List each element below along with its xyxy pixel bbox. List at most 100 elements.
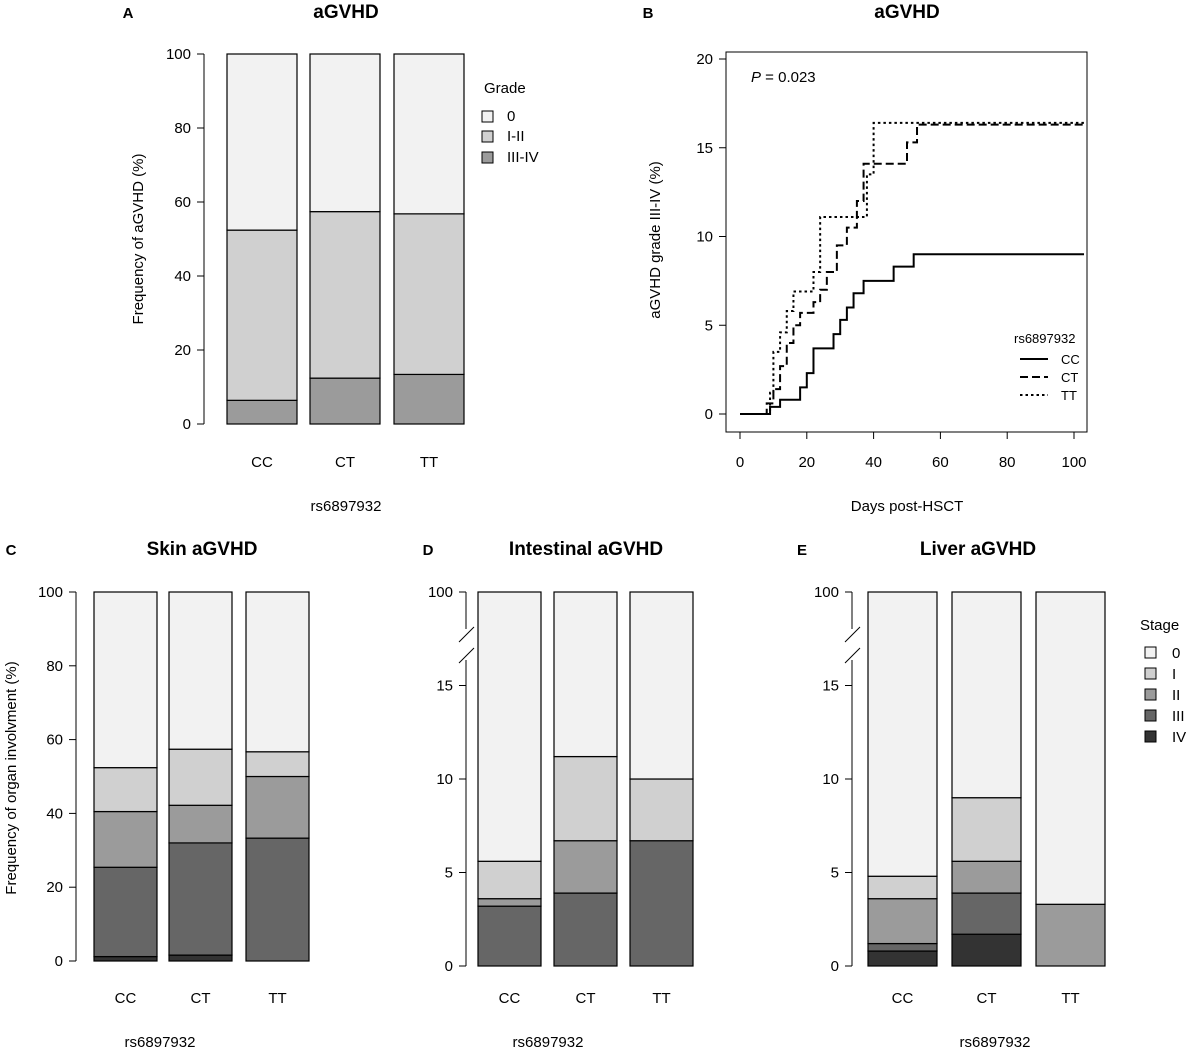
bar-cc-stage-0 [477, 591, 542, 862]
legend-grade-swatch-i-ii [481, 130, 494, 143]
legend-grade-swatch-0 [481, 110, 494, 123]
curve-ct [740, 122, 1086, 415]
legend-label-ct: CT [1061, 370, 1078, 385]
legend-stage-swatch-0 [1144, 646, 1157, 659]
bar-cc-stage-iii [867, 942, 938, 952]
y-tick-label: 20 [46, 879, 63, 896]
x-tick-label-tt: TT [268, 990, 286, 1007]
y-tick-label: 40 [46, 805, 63, 822]
legend-stage-swatch-i [1144, 667, 1157, 680]
bar-ct-stage-ii [951, 860, 1022, 894]
bar-ct-stage-i [951, 797, 1022, 862]
bar-tt-stage-ii [1035, 903, 1106, 967]
bar-cc-stage-i [477, 860, 542, 900]
panel-d-x-ticks: CC CT TT [499, 990, 671, 1007]
y-tick-label: 0 [705, 406, 713, 423]
panel-b-lines [740, 121, 1086, 415]
panel-e-legend: Stage 0 I II III IV [1140, 617, 1186, 746]
y-tick-label: 100 [428, 584, 453, 601]
bar-cc-stage-i [867, 875, 938, 900]
panel-c-y-ticks: 0 20 40 60 80 100 [38, 584, 76, 970]
panel-e-axis-break-mark-bottom [844, 647, 861, 664]
bar-cc-iii [93, 866, 158, 958]
x-tick-label: 20 [798, 454, 815, 471]
y-tick-label: 5 [831, 865, 839, 882]
x-tick-label-cc: CC [499, 990, 521, 1007]
panel-a: A aGVHD 0 20 40 60 80 100 CC CT TT Frequency of… [123, 2, 539, 515]
y-tick-label: 0 [445, 958, 453, 975]
legend-stage-title: Stage [1140, 617, 1179, 634]
panel-b-title: aGVHD [874, 2, 939, 23]
panel-e-axis-break-mark-top [844, 626, 861, 643]
legend-stage-label-ii: II [1172, 687, 1180, 704]
y-tick-label: 5 [705, 317, 713, 334]
legend-grade-label-i-ii: I-II [507, 128, 525, 145]
y-tick-label: 10 [436, 771, 453, 788]
legend-label-tt: TT [1061, 388, 1077, 403]
panel-d: D Intestinal aGVHD 0 5 10 15 100 CC CT TT rs68… [423, 539, 694, 1050]
panel-a-bars [226, 53, 465, 425]
curve-cc [740, 253, 1085, 415]
y-tick-label: 60 [46, 732, 63, 749]
panel-d-x-label: rs6897932 [513, 1034, 584, 1050]
bar-cc-stage-ii [477, 898, 542, 907]
panel-c-y-label: Frequency of organ involvment (%) [3, 661, 20, 894]
panel-b-legend: rs6897932 CC CT TT [1014, 331, 1080, 403]
bar-cc-iii-iv [226, 399, 298, 425]
legend-grade-swatch-iii-iv [481, 151, 494, 164]
panel-a-y-ticks: 0 20 40 60 80 100 [166, 46, 204, 433]
panel-a-x-ticks: CC CT TT [251, 454, 438, 471]
panel-e-x-label: rs6897932 [960, 1034, 1031, 1050]
legend-genotype-title: rs6897932 [1014, 331, 1075, 346]
bar-cc-stage-iv [867, 950, 938, 967]
y-tick-label: 80 [46, 658, 63, 675]
bar-cc-i-ii [226, 229, 298, 401]
x-tick-label-cc: CC [115, 990, 137, 1007]
panel-e: E Liver aGVHD 0 5 10 15 100 CC CT TT rs6897932… [797, 539, 1186, 1050]
x-tick-label-ct: CT [576, 990, 596, 1007]
panel-e-bars [867, 591, 1106, 967]
bar-cc-ii [93, 810, 158, 868]
panel-b-y-label: aGVHD grade III-IV (%) [647, 161, 664, 319]
legend-stage-swatch-ii [1144, 688, 1157, 701]
panel-d-bars [477, 591, 694, 967]
legend-grade-label-iii-iv: III-IV [507, 149, 539, 166]
curve-tt [740, 121, 1085, 415]
y-tick-label: 15 [822, 678, 839, 695]
legend-stage-swatch-iii [1144, 709, 1157, 722]
panel-letter-a: A [123, 5, 134, 22]
bar-cc-stage-0 [867, 591, 938, 877]
y-tick-label: 15 [696, 140, 713, 157]
panel-d-axis-break-mark-bottom [458, 647, 475, 664]
y-tick-label: 100 [814, 584, 839, 601]
bar-ct-i [168, 748, 233, 806]
panel-letter-b: B [643, 5, 654, 22]
panel-e-x-ticks: CC CT TT [892, 990, 1080, 1007]
bar-ct-iii-iv [309, 377, 381, 425]
panel-d-axis-break-mark-top [458, 626, 475, 643]
panel-b-x-label: Days post-HSCT [851, 498, 964, 515]
panel-a-title: aGVHD [313, 2, 378, 23]
p-value: = 0.023 [761, 69, 816, 86]
y-tick-label: 15 [436, 678, 453, 695]
bar-ct-stage-0 [951, 591, 1022, 799]
bar-ct-stage-iii [553, 892, 618, 967]
panel-b-plot-frame [725, 51, 1088, 433]
y-tick-label: 0 [831, 958, 839, 975]
panel-letter-c: C [6, 542, 17, 559]
legend-grade-title: Grade [484, 80, 526, 97]
bar-ct-stage-iii [951, 892, 1022, 935]
legend-stage-label-iv: IV [1172, 729, 1186, 746]
panel-letter-e: E [797, 542, 807, 559]
y-tick-label: 20 [174, 342, 191, 359]
panel-e-title: Liver aGVHD [920, 539, 1036, 560]
bar-cc-iv [93, 955, 158, 962]
y-tick-label: 5 [445, 865, 453, 882]
y-tick-label: 0 [55, 953, 63, 970]
bar-ct-0 [309, 53, 381, 213]
x-tick-label: 60 [932, 454, 949, 471]
x-tick-label-tt: TT [420, 454, 438, 471]
panel-letter-d: D [423, 542, 434, 559]
p-symbol: P [751, 69, 761, 86]
